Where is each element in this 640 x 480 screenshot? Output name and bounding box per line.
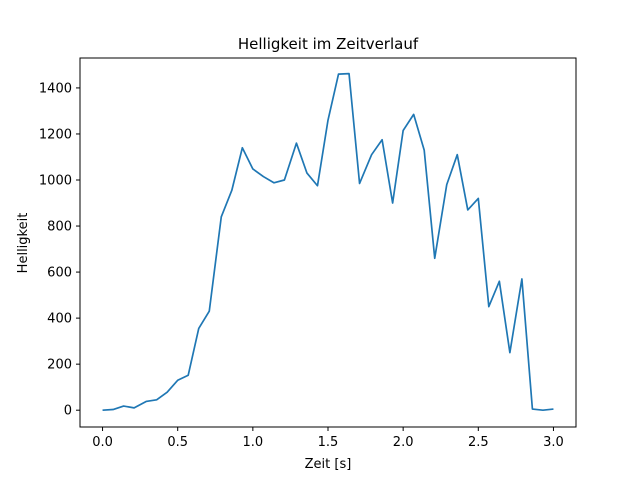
x-tick-label: 3.0 bbox=[543, 435, 564, 450]
plot-area bbox=[102, 72, 554, 412]
y-axis-label: Helligkeit bbox=[16, 213, 31, 274]
y-tick-label: 200 bbox=[47, 358, 72, 373]
x-tick-label: 0.0 bbox=[92, 435, 113, 450]
y-tick-label: 1400 bbox=[39, 81, 72, 96]
y-tick-label: 1000 bbox=[39, 174, 72, 189]
x-tick-label: 2.0 bbox=[393, 435, 414, 450]
y-tick-label: 0 bbox=[64, 404, 72, 419]
series-line bbox=[102, 72, 554, 412]
x-axis: 0.0 0.5 1.0 1.5 2.0 2.5 3.0 bbox=[92, 427, 564, 450]
y-tick-label: 400 bbox=[47, 312, 72, 327]
x-tick-label: 1.5 bbox=[318, 435, 339, 450]
plot-frame bbox=[79, 57, 577, 428]
x-axis-label: Zeit [s] bbox=[305, 457, 352, 472]
y-tick-label: 1200 bbox=[39, 127, 72, 142]
x-tick-label: 2.5 bbox=[468, 435, 489, 450]
x-tick-label: 1.0 bbox=[243, 435, 264, 450]
y-tick-label: 600 bbox=[47, 266, 72, 281]
x-tick-label: 0.5 bbox=[167, 435, 188, 450]
y-tick-label: 800 bbox=[47, 220, 72, 235]
chart-title: Helligkeit im Zeitverlauf bbox=[238, 35, 419, 53]
y-axis: 0 200 400 600 800 1000 1200 1400 bbox=[39, 81, 80, 419]
